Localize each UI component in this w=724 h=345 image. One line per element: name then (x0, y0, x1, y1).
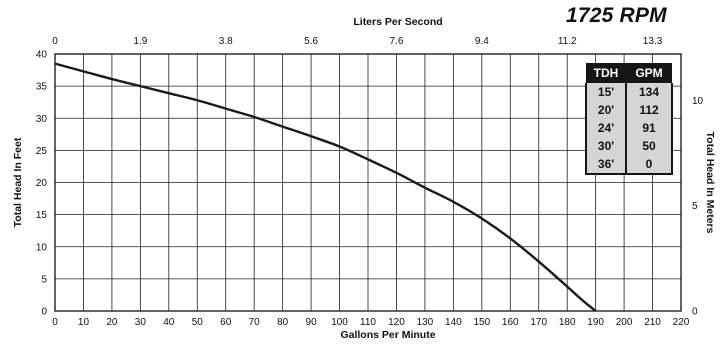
x-tick-label: 90 (306, 317, 318, 328)
table-cell-gpm: 0 (626, 155, 673, 175)
table-cell-gpm: 91 (626, 119, 673, 137)
x-tick-label: 100 (331, 317, 348, 328)
x-tick-label: 150 (473, 317, 490, 328)
x-tick-label: 160 (502, 317, 519, 328)
y-tick-label: 5 (41, 274, 47, 285)
table-header-gpm: GPM (626, 63, 672, 83)
y2-tick-label: 10 (692, 96, 704, 107)
x-tick-label: 20 (106, 317, 118, 328)
x-tick-label: 190 (587, 317, 604, 328)
plot-frame (54, 53, 682, 312)
x-tick-label: 110 (360, 317, 376, 328)
x2-tick-labels: 0 1.9 3.8 5.6 7.6 9.4 11.2 13.3 (52, 36, 662, 47)
x2-tick-label: 3.8 (219, 36, 233, 47)
x-tick-label: 30 (135, 317, 147, 328)
x2-tick-label: 0 (52, 36, 58, 47)
y-tick-label: 40 (36, 50, 48, 61)
y-tick-label: 15 (36, 210, 48, 221)
table-cell-tdh: 20' (585, 101, 627, 119)
x2-tick-label: 1.9 (133, 36, 147, 47)
table-row: 24' 91 (585, 119, 673, 137)
x2-tick-label: 5.6 (304, 36, 318, 47)
x-tick-label: 80 (277, 317, 289, 328)
y-tick-label: 35 (36, 82, 48, 93)
series-line-head-curve (54, 62, 597, 312)
performance-table: TDH GPM 15' 134 20' 112 24' 91 30' 50 36… (585, 63, 673, 175)
x-tick-label: 170 (530, 317, 547, 328)
table-cell-tdh: 24' (585, 119, 627, 137)
y-tick-label: 20 (36, 178, 48, 189)
y2-tick-labels: 0 5 10 (692, 96, 704, 318)
x2-tick-label: 13.3 (643, 36, 663, 47)
table-row: 15' 134 (585, 83, 673, 101)
x-axis-title: Gallons Per Minute (340, 329, 435, 341)
table-cell-tdh: 36' (585, 155, 627, 175)
x2-tick-label: 9.4 (475, 36, 489, 47)
x-tick-label: 140 (445, 317, 462, 328)
y-axis-title: Total Head In Feet (12, 137, 24, 227)
x-tick-label: 50 (192, 317, 204, 328)
x-tick-label: 10 (78, 317, 90, 328)
x-tick-label: 70 (249, 317, 261, 328)
table-row: 30' 50 (585, 137, 673, 155)
y-tick-label: 10 (36, 242, 48, 253)
y2-tick-label: 0 (692, 307, 698, 318)
x-tick-label: 200 (616, 317, 633, 328)
x2-tick-label: 7.6 (390, 36, 404, 47)
table-cell-gpm: 112 (626, 101, 673, 119)
y-tick-label: 30 (36, 114, 48, 125)
x2-axis-title: Liters Per Second (353, 16, 442, 28)
table-cell-gpm: 134 (626, 83, 673, 101)
x-tick-labels: 0 10 20 30 40 50 60 70 80 90 100 110 120 130 140 150 160… (52, 317, 690, 328)
table-cell-tdh: 15' (585, 83, 627, 101)
y-tick-label: 0 (41, 307, 47, 318)
table-header-tdh: TDH (586, 63, 626, 83)
rpm-label: 1725 RPM (566, 4, 667, 27)
table-header-row: TDH GPM (586, 63, 672, 83)
x-tick-label: 40 (163, 317, 175, 328)
x-tick-label: 120 (388, 317, 405, 328)
y2-axis-title: Total Head In Meters (704, 132, 716, 234)
x-tick-label: 60 (220, 317, 232, 328)
x-tick-label: 220 (673, 317, 690, 328)
y-tick-label: 25 (36, 146, 48, 157)
table-row: 20' 112 (585, 101, 673, 119)
x-tick-label: 0 (52, 317, 58, 328)
x-tick-label: 210 (644, 317, 661, 328)
table-row: 36' 0 (585, 155, 673, 175)
table-cell-gpm: 50 (626, 137, 673, 155)
y-tick-labels: 0 5 10 15 20 25 30 35 40 (36, 50, 48, 318)
x-tick-label: 180 (559, 317, 576, 328)
y2-tick-label: 5 (692, 201, 698, 212)
x2-tick-label: 11.2 (558, 36, 577, 47)
table-cell-tdh: 30' (585, 137, 627, 155)
x-tick-label: 130 (417, 317, 434, 328)
